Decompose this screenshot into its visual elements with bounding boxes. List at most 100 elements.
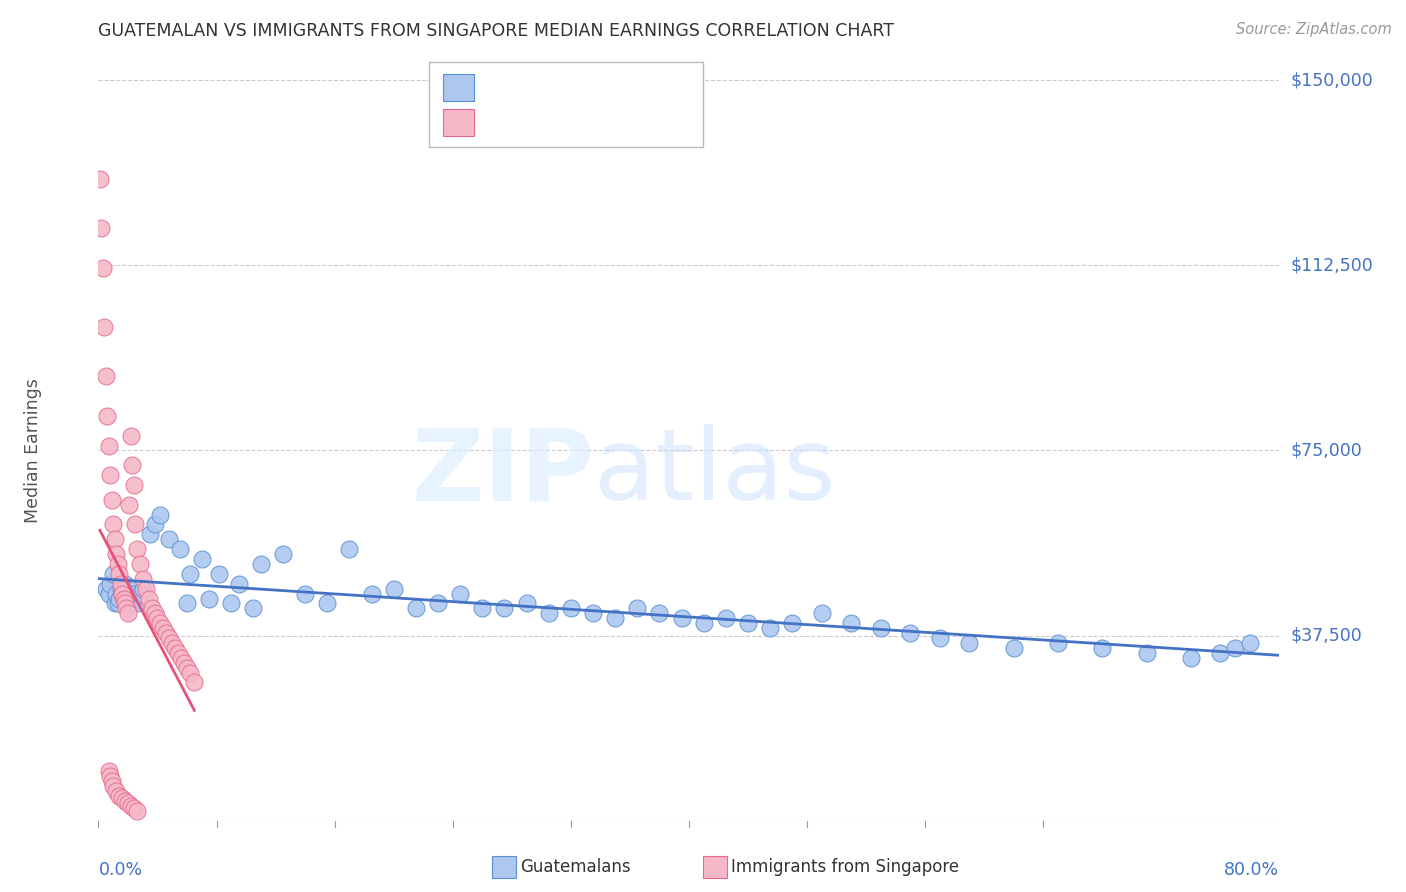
- Point: [1135, 646, 1157, 660]
- Point: [1209, 646, 1232, 660]
- Text: $112,500: $112,500: [1291, 256, 1374, 275]
- Point: [1046, 636, 1069, 650]
- Point: [115, 597, 138, 611]
- Text: R = -0.507   N = 57: R = -0.507 N = 57: [485, 113, 648, 131]
- Point: [108, 591, 131, 606]
- Point: [693, 616, 716, 631]
- Point: [228, 576, 250, 591]
- Point: [170, 650, 193, 665]
- Point: [108, 566, 131, 581]
- Point: [112, 591, 135, 606]
- Point: [117, 586, 139, 600]
- Text: R = -0.352   N = 74: R = -0.352 N = 74: [485, 78, 648, 96]
- Point: [115, 601, 138, 615]
- Point: [1239, 636, 1261, 650]
- Point: [1223, 640, 1246, 655]
- Point: [1180, 650, 1202, 665]
- Point: [167, 646, 190, 660]
- Point: [90, 221, 112, 235]
- Point: [928, 631, 950, 645]
- Point: [146, 611, 169, 625]
- Point: [105, 547, 128, 561]
- Point: [179, 566, 201, 581]
- Point: [869, 621, 891, 635]
- Point: [582, 607, 605, 621]
- Text: Median Earnings: Median Earnings: [24, 378, 42, 523]
- Text: atlas: atlas: [595, 425, 837, 521]
- Point: [121, 458, 143, 473]
- Point: [135, 582, 157, 596]
- Point: [111, 586, 134, 600]
- Point: [626, 601, 648, 615]
- Point: [219, 597, 242, 611]
- Point: [128, 557, 150, 571]
- Point: [176, 597, 198, 611]
- Point: [157, 533, 180, 547]
- Point: [120, 582, 142, 596]
- Point: [157, 631, 180, 645]
- Text: 80.0%: 80.0%: [1225, 862, 1279, 880]
- Point: [94, 369, 117, 384]
- Point: [165, 640, 187, 655]
- Point: [124, 517, 146, 532]
- Point: [155, 626, 177, 640]
- Text: $150,000: $150,000: [1291, 71, 1374, 89]
- Point: [112, 591, 135, 606]
- Point: [118, 591, 141, 606]
- Point: [169, 542, 191, 557]
- Point: [138, 591, 160, 606]
- Point: [103, 779, 125, 793]
- Text: ZIP: ZIP: [412, 425, 595, 521]
- Point: [1091, 640, 1114, 655]
- Point: [110, 576, 132, 591]
- Point: [427, 597, 450, 611]
- Point: [149, 508, 172, 522]
- Point: [93, 320, 115, 334]
- Text: Source: ZipAtlas.com: Source: ZipAtlas.com: [1236, 22, 1392, 37]
- Point: [111, 791, 134, 805]
- Point: [139, 527, 162, 541]
- Point: [132, 582, 155, 596]
- Point: [98, 769, 121, 783]
- Point: [143, 607, 166, 621]
- Point: [104, 597, 127, 611]
- Point: [959, 636, 981, 650]
- Point: [242, 601, 264, 615]
- Point: [100, 492, 122, 507]
- Point: [124, 591, 146, 606]
- Point: [405, 601, 427, 615]
- Point: [183, 675, 205, 690]
- Point: [143, 517, 166, 532]
- Point: [337, 542, 360, 557]
- Point: [94, 582, 117, 596]
- Point: [121, 597, 143, 611]
- Point: [110, 582, 132, 596]
- Text: 0.0%: 0.0%: [98, 862, 142, 880]
- Text: $75,000: $75,000: [1291, 442, 1362, 459]
- Point: [1002, 640, 1025, 655]
- Point: [118, 498, 141, 512]
- Point: [100, 774, 122, 789]
- Point: [250, 557, 273, 571]
- Point: [103, 517, 125, 532]
- Point: [141, 601, 163, 615]
- Point: [122, 801, 145, 815]
- Point: [114, 576, 136, 591]
- Point: [97, 764, 120, 779]
- Text: GUATEMALAN VS IMMIGRANTS FROM SINGAPORE MEDIAN EARNINGS CORRELATION CHART: GUATEMALAN VS IMMIGRANTS FROM SINGAPORE …: [98, 22, 894, 40]
- Point: [97, 438, 120, 452]
- Point: [122, 586, 145, 600]
- Point: [449, 586, 471, 600]
- Point: [294, 586, 316, 600]
- Point: [105, 586, 128, 600]
- Point: [120, 798, 142, 813]
- Point: [103, 566, 125, 581]
- Point: [149, 616, 172, 631]
- Point: [494, 601, 516, 615]
- Point: [120, 428, 142, 442]
- Text: Guatemalans: Guatemalans: [520, 858, 631, 876]
- Text: Immigrants from Singapore: Immigrants from Singapore: [731, 858, 959, 876]
- Point: [98, 468, 121, 483]
- Point: [117, 797, 139, 811]
- Point: [198, 591, 221, 606]
